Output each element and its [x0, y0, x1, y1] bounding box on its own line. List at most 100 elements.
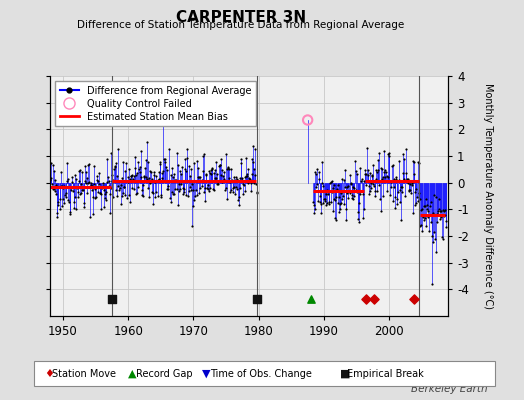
Point [335, 194, 343, 200]
Point [137, 187, 146, 193]
Point [71, 194, 79, 200]
Point [217, 172, 225, 178]
Point [440, 213, 449, 220]
Point [320, 195, 328, 202]
Point [391, 205, 399, 211]
Point [60, 200, 68, 206]
Point [318, 159, 326, 166]
Point [396, 187, 405, 193]
Point [316, 201, 325, 207]
Point [251, 146, 259, 152]
Text: Empirical Break: Empirical Break [347, 369, 424, 378]
Point [312, 183, 321, 190]
Point [414, 159, 422, 165]
Point [360, 206, 368, 212]
Point [185, 162, 193, 169]
Point [117, 193, 126, 200]
Point [202, 171, 210, 177]
Point [329, 208, 337, 214]
Point [97, 206, 106, 212]
Point [311, 206, 319, 212]
Point [193, 192, 201, 199]
Point [393, 200, 401, 207]
Point [378, 176, 386, 182]
Point [113, 192, 121, 199]
Point [80, 204, 88, 210]
Point [406, 181, 414, 188]
Point [204, 188, 213, 194]
Point [226, 179, 235, 186]
Point [220, 176, 228, 182]
Point [84, 161, 93, 168]
Point [161, 159, 169, 165]
Point [232, 184, 241, 190]
Point [82, 179, 90, 186]
Point [149, 190, 157, 196]
Point [91, 185, 99, 192]
Point [367, 185, 376, 192]
Point [91, 195, 100, 202]
Point [215, 162, 224, 169]
Point [197, 178, 205, 185]
Point [326, 180, 334, 186]
Point [355, 219, 363, 225]
Point [436, 216, 444, 222]
Point [136, 164, 144, 170]
Point [213, 171, 222, 177]
Point [219, 173, 227, 180]
Point [114, 183, 123, 190]
Point [139, 192, 147, 199]
Point [126, 176, 135, 182]
Point [134, 159, 142, 166]
Point [146, 180, 154, 186]
Point [353, 171, 361, 177]
Point [59, 196, 67, 202]
Point [250, 172, 259, 178]
Point [324, 191, 333, 197]
Point [253, 190, 261, 196]
Point [226, 189, 234, 196]
Point [180, 188, 188, 195]
Point [362, 296, 370, 302]
Point [380, 169, 389, 175]
Point [440, 208, 448, 214]
Point [379, 193, 387, 199]
Point [412, 186, 420, 192]
Point [237, 160, 245, 166]
Point [166, 195, 174, 202]
Point [155, 169, 163, 176]
Point [385, 150, 394, 156]
Point [47, 174, 55, 181]
Point [125, 166, 133, 172]
Point [98, 185, 106, 191]
Point [130, 186, 138, 192]
Point [92, 193, 100, 200]
Point [315, 199, 324, 205]
Point [324, 188, 332, 194]
Point [400, 176, 409, 183]
Point [102, 189, 111, 195]
Point [442, 224, 451, 230]
Point [159, 168, 167, 175]
Point [214, 178, 222, 185]
Point [111, 164, 119, 170]
Point [172, 186, 181, 192]
Point [378, 174, 387, 180]
Point [365, 191, 373, 198]
Point [347, 181, 355, 187]
Point [247, 180, 255, 186]
Point [356, 190, 364, 197]
Point [188, 181, 196, 187]
Point [339, 176, 347, 182]
Point [359, 191, 367, 198]
Point [95, 169, 103, 176]
Point [328, 178, 336, 184]
Point [363, 167, 372, 174]
Point [128, 185, 137, 192]
Point [370, 193, 379, 199]
Point [61, 192, 69, 198]
Point [230, 184, 238, 190]
Point [395, 158, 403, 164]
Point [213, 181, 221, 187]
Point [142, 156, 150, 163]
